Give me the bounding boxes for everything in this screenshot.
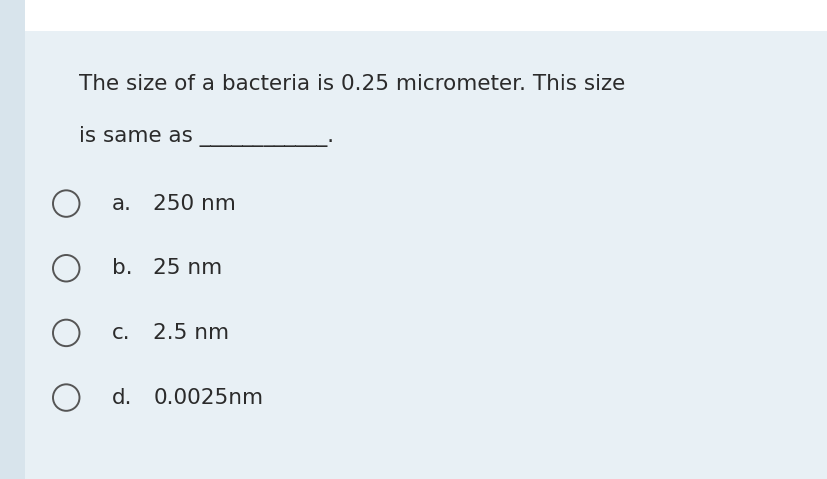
Text: 2.5 nm: 2.5 nm [153,323,229,343]
Text: 250 nm: 250 nm [153,194,236,214]
Text: b.: b. [112,258,132,278]
Text: a.: a. [112,194,131,214]
Text: c.: c. [112,323,130,343]
Text: d.: d. [112,388,132,408]
Text: is same as ____________.: is same as ____________. [79,126,333,147]
Text: 0.0025nm: 0.0025nm [153,388,263,408]
Text: 25 nm: 25 nm [153,258,222,278]
Text: The size of a bacteria is 0.25 micrometer. This size: The size of a bacteria is 0.25 micromete… [79,74,624,94]
Bar [0,0,25,479]
Bar [0,0,827,31]
